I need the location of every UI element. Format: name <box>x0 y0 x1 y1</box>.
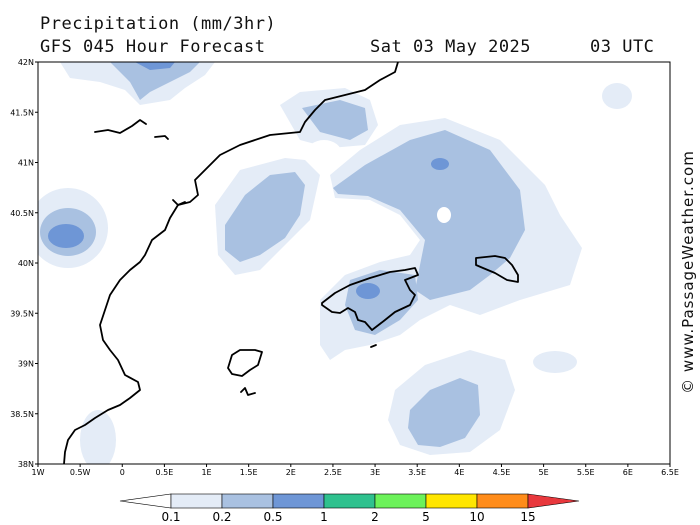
colorbar-segment <box>170 493 223 509</box>
lon-label: 1.5E <box>240 468 258 477</box>
formentera-coastline <box>240 387 256 396</box>
credit-text: © www.PassageWeather.com <box>679 150 697 394</box>
colorbar-segment <box>374 493 427 509</box>
colorbar-segment <box>119 493 172 509</box>
precip-area-south-east-small <box>533 351 577 373</box>
lat-label: 38N <box>18 460 34 469</box>
lon-label: 4E <box>454 468 464 477</box>
lon-label: 6E <box>623 468 633 477</box>
lon-label: 6.5E <box>661 468 679 477</box>
colorbar-segment <box>323 493 376 509</box>
forecast-subtitle: GFS 045 Hour Forecast <box>40 37 266 57</box>
precipitation-colorbar: 0.1 0.2 0.5 1 2 5 10 15 <box>119 493 580 524</box>
precip-core-mallorca <box>356 283 380 299</box>
colorbar-segment <box>476 493 529 509</box>
precip-core-top <box>135 62 175 70</box>
lon-label: 3.5E <box>408 468 426 477</box>
colorbar-label: 10 <box>469 510 484 524</box>
precip-area-top-left-med <box>110 62 200 100</box>
menorca-coastline <box>475 255 519 283</box>
colorbar-segment <box>221 493 274 509</box>
lon-label: 0.5W <box>70 468 91 477</box>
lat-label: 40N <box>18 259 34 268</box>
colorbar-label: 1 <box>320 510 328 524</box>
cabrera-coastline <box>370 344 377 348</box>
colorbar-segment <box>527 493 580 509</box>
lon-label: 3E <box>370 468 380 477</box>
lon-label: 0 <box>120 468 125 477</box>
lat-label: 41N <box>18 159 34 168</box>
coastlines <box>63 62 519 464</box>
longitude-axis: 1W 0.5W 0 0.5E 1E 1.5E 2E 2.5E 3E 3.5E 4E 4.5E 5E 5.5… <box>32 464 679 477</box>
colorbar-label: 0.2 <box>212 510 231 524</box>
forecast-time: 03 UTC <box>590 37 655 57</box>
precip-area-north-central-med <box>302 100 368 140</box>
lat-label: 42N <box>18 58 34 67</box>
latitude-axis: 42N 41.5N 41N 40.5N 40N 39.5N 39N 38.5N 38N <box>10 58 38 469</box>
colorbar-label: 0.5 <box>263 510 282 524</box>
colorbar-segment <box>272 493 325 509</box>
precip-gap-main <box>437 207 451 223</box>
lat-label: 39.5N <box>10 309 34 318</box>
precipitation-field <box>38 62 632 464</box>
lon-label: 5E <box>539 468 549 477</box>
iberian-coastline <box>63 62 399 464</box>
lon-label: 5.5E <box>577 468 595 477</box>
precip-area-south-west <box>80 410 116 464</box>
colorbar-segment <box>425 493 478 509</box>
precip-area-southeast-med <box>408 378 480 447</box>
coast-fragment-north-1 <box>94 119 147 134</box>
precip-area-central-west-med <box>225 172 305 262</box>
ibiza-coastline <box>227 349 263 377</box>
lat-label: 40.5N <box>10 209 34 218</box>
lat-label: 39N <box>18 360 34 369</box>
colorbar-label: 2 <box>371 510 379 524</box>
precip-core-main <box>431 158 449 170</box>
forecast-date: Sat 03 May 2025 <box>370 37 532 57</box>
precip-core-west <box>48 224 84 248</box>
coast-fragment-north-2 <box>154 135 169 140</box>
lon-label: 1W <box>32 468 45 477</box>
precip-gap-north <box>306 140 342 168</box>
delta-coast <box>172 199 186 206</box>
colorbar-label: 0.1 <box>161 510 180 524</box>
precip-area-northeast <box>602 83 632 109</box>
colorbar-label: 15 <box>520 510 535 524</box>
lon-label: 4.5E <box>493 468 511 477</box>
lon-label: 1E <box>201 468 211 477</box>
lon-label: 0.5E <box>156 468 174 477</box>
mallorca-coastline <box>321 267 419 331</box>
lon-label: 2.5E <box>324 468 342 477</box>
colorbar-label: 5 <box>422 510 430 524</box>
lat-label: 38.5N <box>10 410 34 419</box>
map-title: Precipitation (mm/3hr) <box>40 14 277 34</box>
lat-label: 41.5N <box>10 108 34 117</box>
lon-label: 2E <box>286 468 296 477</box>
